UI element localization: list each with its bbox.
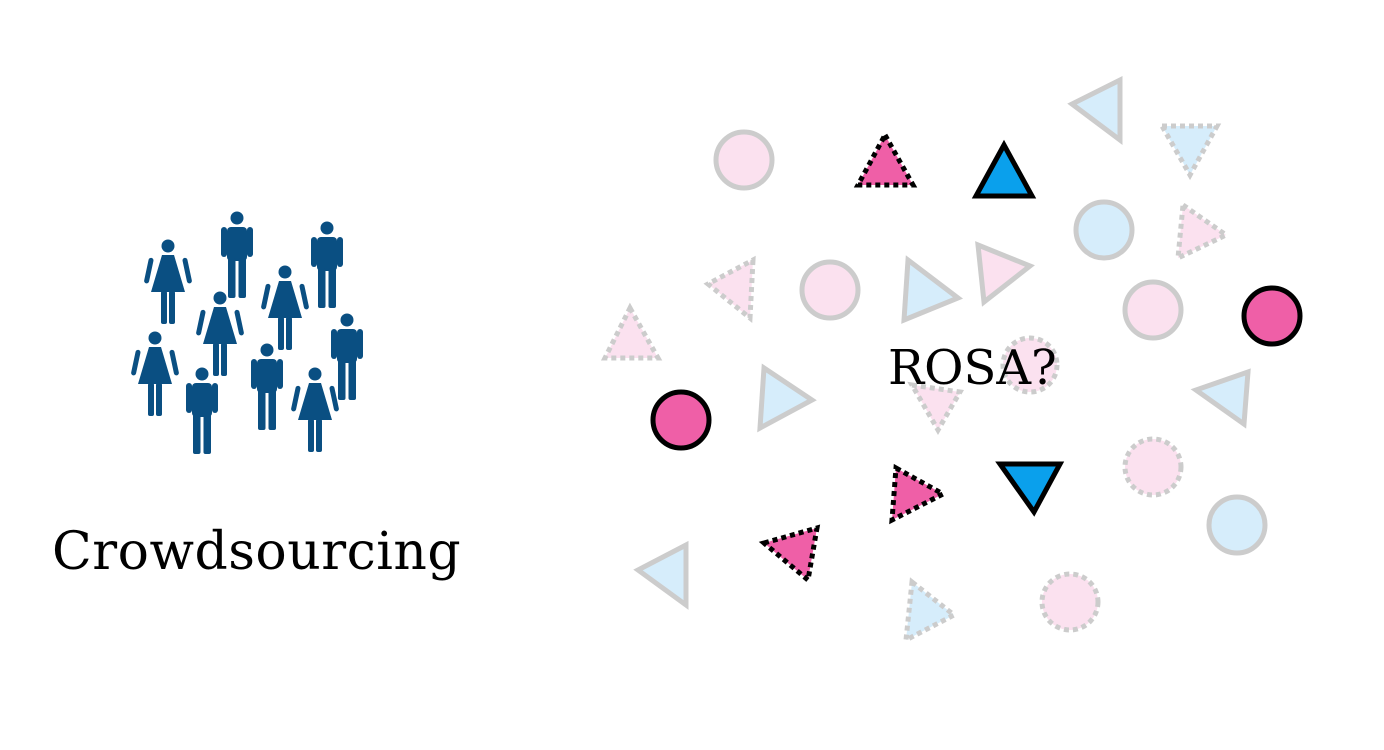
faded-pink-circle <box>713 129 775 191</box>
people-crowd-icon <box>130 211 363 454</box>
faded-pink-triangle-dotted <box>600 302 663 361</box>
faded-blue-triangle <box>1067 75 1123 145</box>
rosa-question-label: ROSA? <box>888 340 1057 396</box>
pink-triangle-dotted <box>853 129 918 188</box>
person-man-icon <box>221 211 253 298</box>
person-man-icon <box>311 221 343 308</box>
person-man-icon <box>186 367 218 454</box>
crowdsourcing-label: Crowdsourcing <box>52 522 462 582</box>
faded-blue-circle <box>1206 494 1268 556</box>
faded-pink-triangle <box>975 241 1035 307</box>
person-woman-icon <box>260 265 310 350</box>
blue-triangle-down <box>995 461 1065 517</box>
faded-blue-triangle-dotted <box>903 577 959 645</box>
person-woman-icon <box>195 291 245 376</box>
pink-triangle-dotted <box>889 463 949 525</box>
faded-blue-circle <box>1073 199 1135 261</box>
highlighted-shapes <box>650 129 1303 585</box>
faded-pink-triangle-dotted <box>703 255 756 324</box>
person-man-icon <box>331 313 363 400</box>
pink-triangle-dotted <box>758 524 821 585</box>
person-woman-icon <box>130 331 180 416</box>
faded-shapes <box>600 75 1268 645</box>
faded-blue-triangle <box>1190 368 1251 429</box>
person-woman-icon <box>290 367 340 452</box>
faded-pink-circle-dotted <box>1039 571 1101 633</box>
faded-pink-triangle-dotted <box>1175 200 1231 263</box>
person-man-icon <box>251 343 283 430</box>
blue-triangle <box>971 139 1037 199</box>
faded-blue-triangle <box>633 540 689 610</box>
faded-pink-circle-dotted <box>1000 335 1060 395</box>
faded-pink-circle <box>1122 279 1184 341</box>
faded-pink-triangle-dotted <box>907 381 965 435</box>
person-woman-icon <box>143 239 193 324</box>
pink-circle <box>1241 285 1303 347</box>
faded-pink-circle <box>799 259 861 321</box>
faded-pink-circle-dotted <box>1122 436 1184 498</box>
faded-blue-triangle <box>901 255 964 324</box>
faded-blue-triangle-dotted <box>1157 123 1222 181</box>
pink-circle <box>650 389 712 451</box>
faded-blue-triangle <box>757 363 817 433</box>
